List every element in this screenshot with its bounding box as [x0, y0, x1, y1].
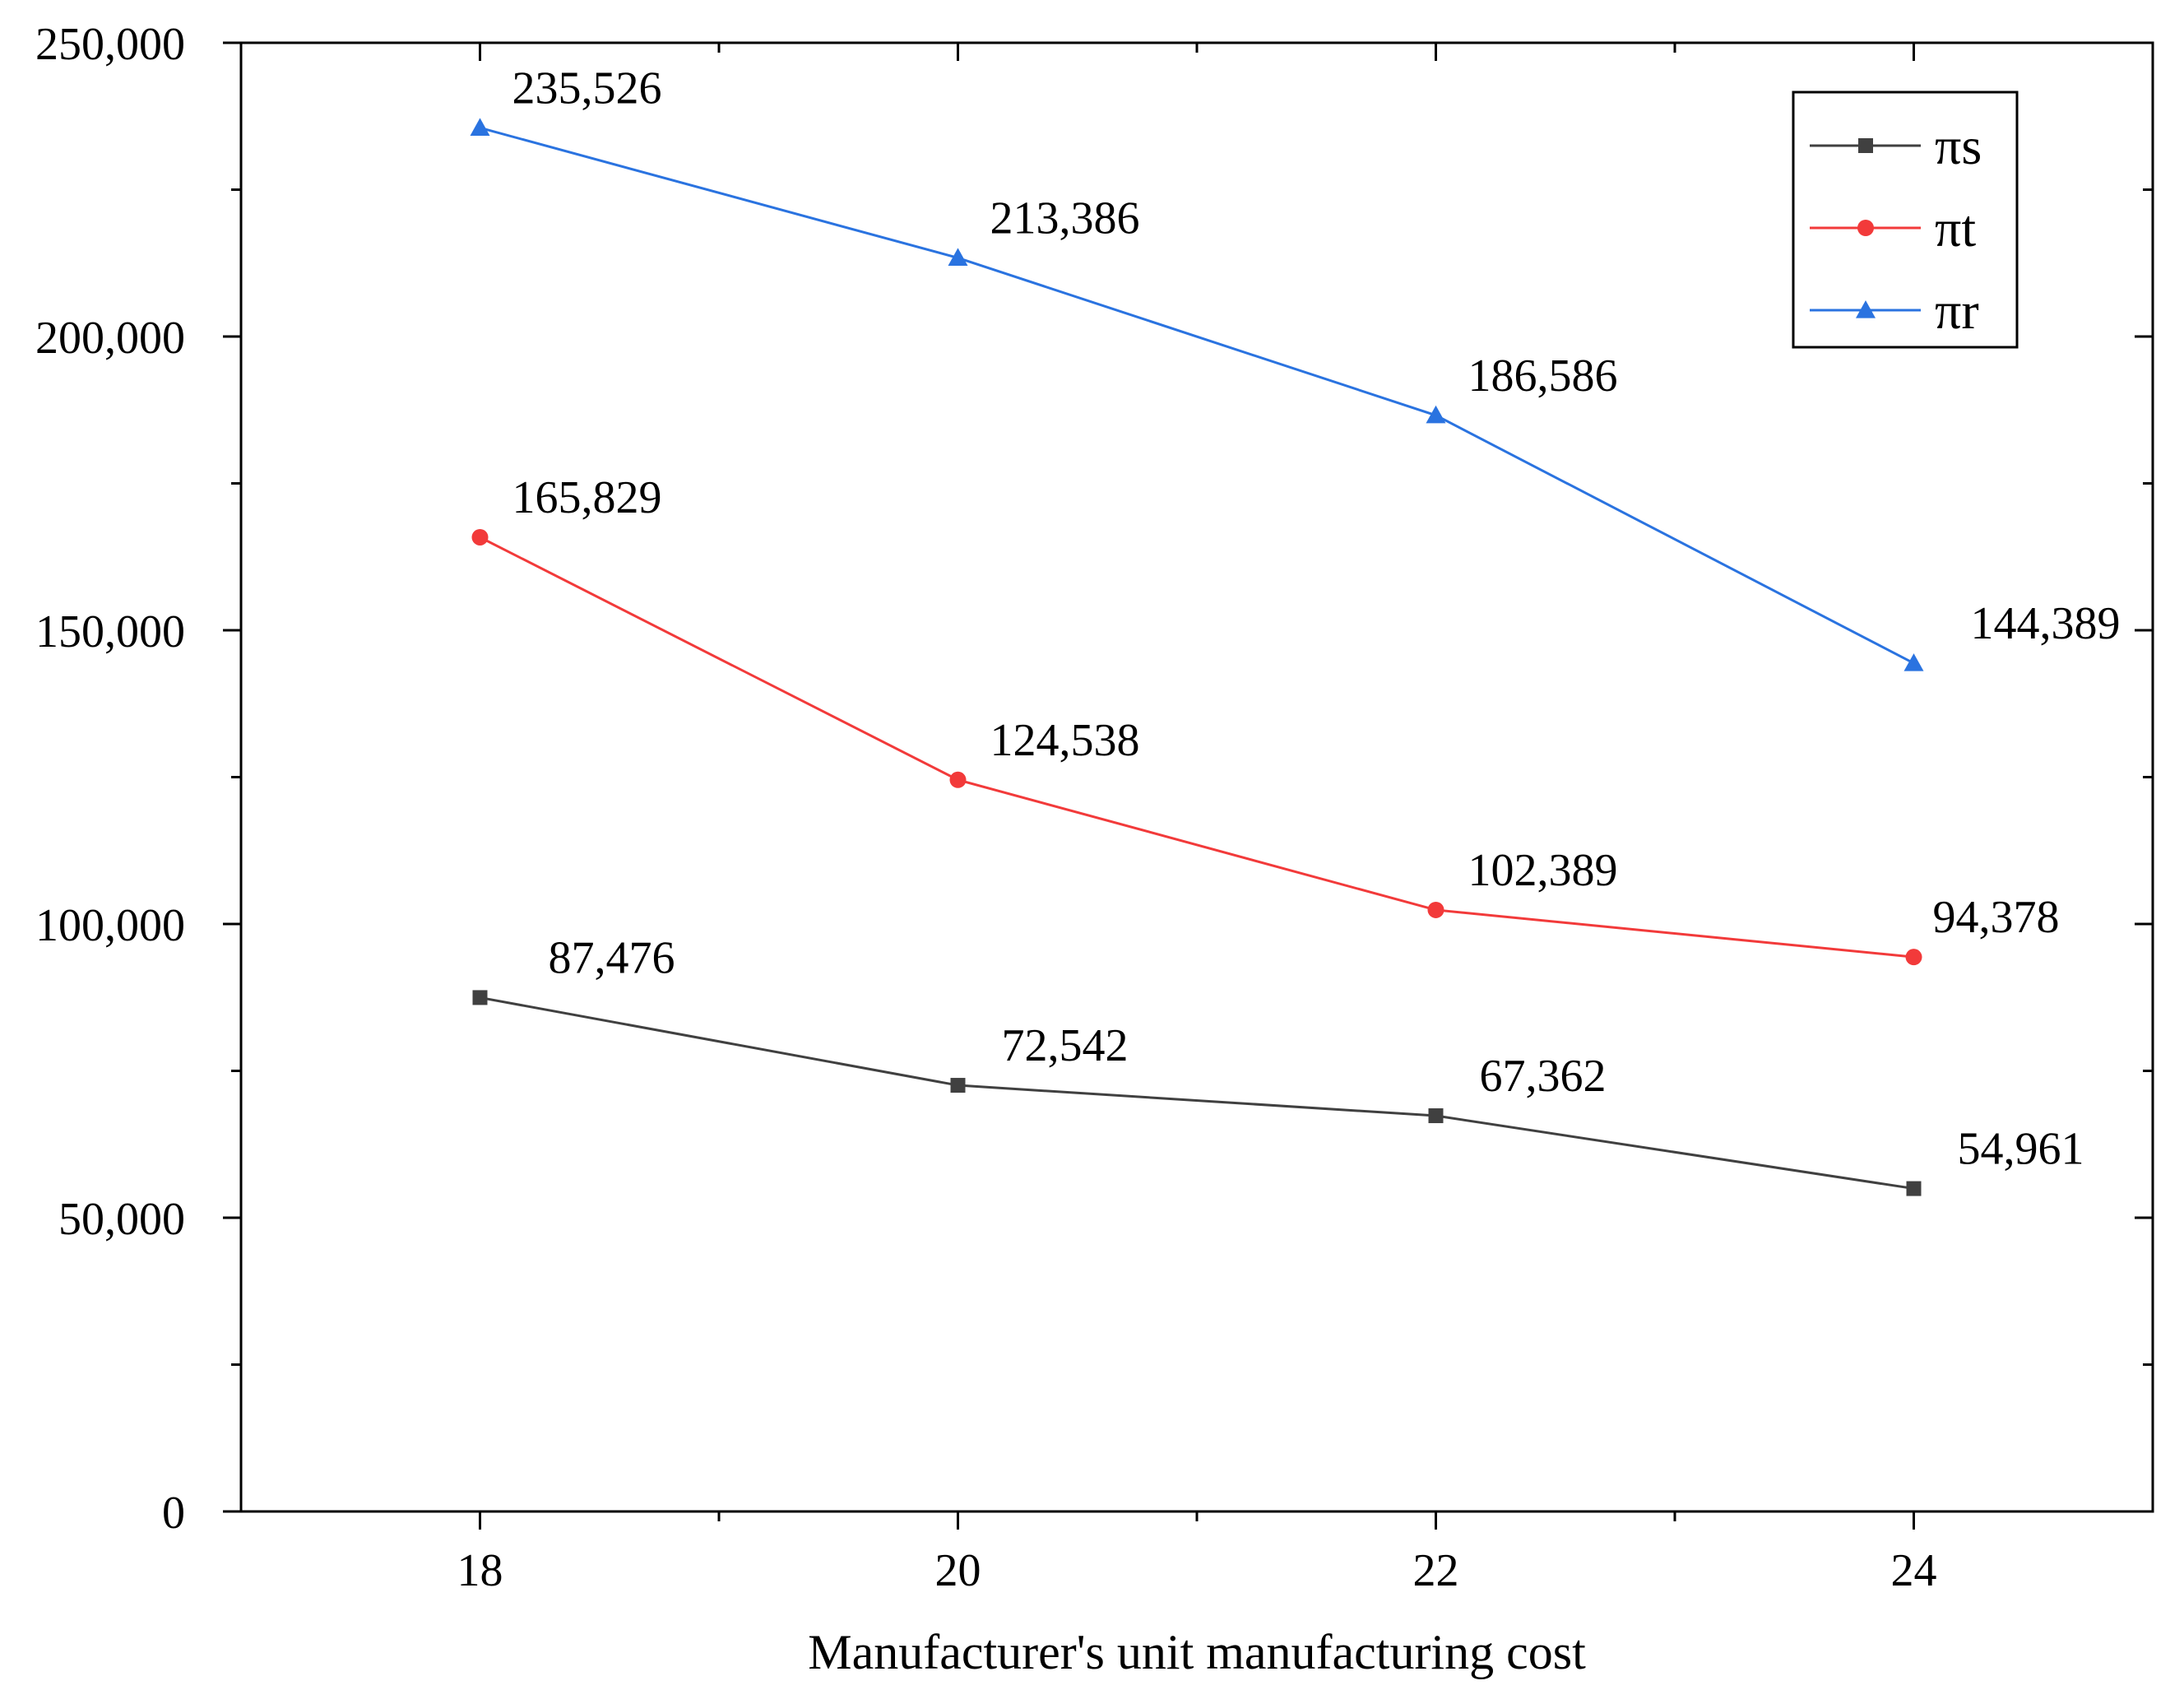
data-labels: 87,476 72,542 67,362 54,961 165,829 124,538 10… — [512, 63, 2121, 1174]
data-label: 144,389 — [1971, 598, 2121, 649]
x-tick-label: 20 — [935, 1545, 981, 1596]
series-line-0 — [480, 996, 1914, 1191]
data-label: 87,476 — [549, 932, 675, 983]
data-label: 186,586 — [1468, 351, 1618, 402]
data-point — [1906, 1181, 1922, 1196]
legend-label: πr — [1935, 281, 1979, 340]
legend-box — [1792, 91, 2019, 349]
y-tick-label: 200,000 — [35, 313, 185, 364]
data-point — [1903, 653, 1924, 671]
data-point — [471, 528, 489, 546]
y-tick-label: 250,000 — [35, 19, 185, 70]
y-tick-label: 150,000 — [35, 606, 185, 657]
legend-marker — [1858, 138, 1873, 153]
data-label: 213,386 — [990, 193, 1140, 244]
data-label: 67,362 — [1480, 1051, 1607, 1102]
series-layer — [470, 118, 1924, 1196]
data-label: 165,829 — [512, 472, 662, 523]
legend: πs πt πr — [1792, 91, 2019, 349]
x-tick-label: 18 — [457, 1545, 503, 1596]
axes: 0 50,000 100,000 150,000 200,000 250,000 18 20 2… — [35, 19, 2154, 1596]
data-point — [1427, 901, 1444, 918]
data-point — [950, 1078, 966, 1093]
y-tick-label: 0 — [162, 1488, 185, 1539]
data-point — [948, 248, 968, 267]
data-point — [472, 990, 488, 1005]
data-label: 54,961 — [1958, 1124, 2084, 1175]
x-axis-title: Manufacturer's unit manufacturing cost — [808, 1625, 1586, 1679]
legend-marker — [1856, 300, 1876, 318]
data-point — [470, 118, 490, 136]
y-tick-label: 50,000 — [58, 1194, 185, 1245]
legend-label: πt — [1935, 199, 1976, 258]
data-label: 235,526 — [512, 63, 662, 114]
series-line-1 — [479, 536, 1914, 959]
data-point — [1426, 405, 1446, 424]
data-label: 124,538 — [990, 715, 1140, 766]
data-label: 102,389 — [1468, 845, 1618, 896]
data-label: 94,378 — [1933, 892, 2060, 943]
x-tick-label: 24 — [1891, 1545, 1937, 1596]
data-label: 72,542 — [1002, 1020, 1129, 1071]
series-line-2 — [480, 126, 1915, 665]
x-tick-label: 22 — [1413, 1545, 1459, 1596]
data-point — [1428, 1108, 1444, 1124]
y-tick-label: 100,000 — [35, 900, 185, 951]
legend-label: πs — [1935, 117, 1982, 175]
data-point — [949, 771, 967, 788]
legend-marker — [1857, 220, 1874, 236]
data-point — [1905, 949, 1922, 966]
